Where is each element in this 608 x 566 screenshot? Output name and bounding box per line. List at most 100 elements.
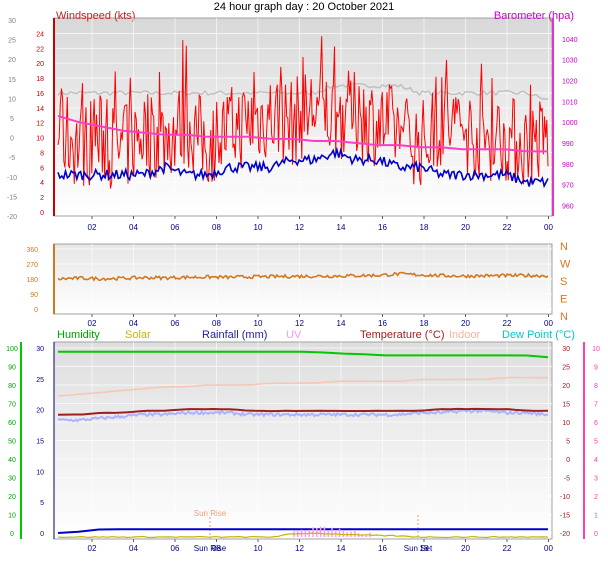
x-tick-label: 06 <box>171 544 180 553</box>
x-tick-label: 06 <box>171 319 180 328</box>
uv-tick-label: 10 <box>592 346 600 353</box>
x-tick-label: 20 <box>461 223 470 232</box>
sun-set-axis-label: Sun Set <box>404 544 433 553</box>
x-tick-label: 16 <box>378 223 387 232</box>
indoor-legend: Indoor <box>449 329 481 341</box>
temperature-tick-label: 0 <box>566 457 570 464</box>
compass-label: N <box>560 241 568 253</box>
humidity-tick-label: 60 <box>8 420 16 427</box>
x-tick-label: 04 <box>129 223 138 232</box>
humidity-legend: Humidity <box>57 329 100 341</box>
uv-tick-label: 1 <box>594 513 598 520</box>
temperature-tick-label: 10 <box>562 420 570 427</box>
solar-tick-label: 30 <box>36 346 44 353</box>
wind-direction-line <box>57 271 549 282</box>
sun-rise-axis-label: Sun Rise <box>194 544 227 553</box>
direction-tick-label: 90 <box>30 292 38 299</box>
direction-tick-label: 180 <box>26 277 38 284</box>
x-tick-label: 18 <box>420 319 429 328</box>
x-tick-label: 22 <box>503 223 512 232</box>
x-tick-label: 02 <box>88 544 97 553</box>
x-tick-label: 10 <box>254 223 263 232</box>
outer-tick-label: 5 <box>10 116 14 123</box>
temperature-tick-label: -20 <box>560 531 570 538</box>
solar-legend: Solar <box>125 329 151 341</box>
rainfall-legend: Rainfall (mm) <box>202 329 267 341</box>
barometer-legend: Barometer (hpa) <box>494 10 574 22</box>
compass-label: W <box>560 259 571 271</box>
x-tick-label: 04 <box>129 544 138 553</box>
x-tick-label: 00 <box>544 544 553 553</box>
windspeed-tick-label: 12 <box>36 121 44 128</box>
outer-tick-label: 30 <box>8 18 16 25</box>
dewpoint-legend: Dew Point (°C) <box>502 329 575 341</box>
humidity-line <box>58 350 549 359</box>
windspeed-tick-label: 6 <box>40 165 44 172</box>
temperature-line <box>57 407 549 416</box>
x-tick-label: 12 <box>295 223 304 232</box>
humidity-tick-label: 30 <box>8 476 16 483</box>
solar-tick-label: 0 <box>40 531 44 538</box>
barometer-line <box>57 115 548 153</box>
humidity-tick-label: 40 <box>8 457 16 464</box>
direction-tick-label: 0 <box>34 307 38 314</box>
temperature-tick-label: 5 <box>566 439 570 446</box>
humidity-tick-label: 20 <box>8 494 16 501</box>
x-tick-label: 14 <box>337 544 346 553</box>
x-tick-label: 12 <box>295 544 304 553</box>
compass-label: S <box>560 276 567 288</box>
outer-tick-label: 0 <box>10 136 14 143</box>
compass-label: N <box>560 311 568 323</box>
outer-tick-label: -10 <box>7 175 17 182</box>
x-tick-label: 02 <box>88 223 97 232</box>
x-tick-label: 14 <box>337 319 346 328</box>
average-wind-line <box>57 146 549 189</box>
temperature-tick-label: 30 <box>562 346 570 353</box>
humidity-tick-label: 10 <box>8 513 16 520</box>
outer-tick-label: 25 <box>8 38 16 45</box>
humidity-tick-label: 0 <box>10 531 14 538</box>
windspeed-tick-label: 8 <box>40 150 44 157</box>
sun-rise-label: Sun Rise <box>194 509 227 518</box>
dewpoint-line <box>57 408 549 423</box>
x-tick-label: 18 <box>420 544 429 553</box>
windspeed-line <box>57 36 549 189</box>
x-tick-label: 08 <box>212 319 221 328</box>
solar-line <box>57 532 549 539</box>
barometer-tick-label: 980 <box>562 162 574 169</box>
barometer-tick-label: 1020 <box>562 79 578 86</box>
uv-tick-label: 9 <box>594 365 598 372</box>
indoor-line <box>57 376 549 397</box>
uv-tick-label: 0 <box>594 531 598 538</box>
windspeed-tick-label: 10 <box>36 136 44 143</box>
windspeed-legend: Windspeed (kts) <box>56 10 135 22</box>
outer-tick-label: 10 <box>8 96 16 103</box>
uv-tick-label: 3 <box>594 476 598 483</box>
temperature-tick-label: -15 <box>560 513 570 520</box>
x-tick-label: 08 <box>212 223 221 232</box>
humidity-tick-label: 100 <box>6 346 18 353</box>
humidity-tick-label: 50 <box>8 439 16 446</box>
solar-tick-label: 20 <box>36 408 44 415</box>
direction-tick-label: 360 <box>26 247 38 254</box>
windspeed-tick-label: 4 <box>40 180 44 187</box>
temperature-tick-label: 20 <box>562 383 570 390</box>
humidity-tick-label: 70 <box>8 402 16 409</box>
solar-tick-label: 10 <box>36 469 44 476</box>
uv-tick-label: 5 <box>594 439 598 446</box>
windspeed-tick-label: 14 <box>36 106 44 113</box>
windspeed-tick-label: 24 <box>36 31 44 38</box>
x-tick-label: 00 <box>544 223 553 232</box>
x-tick-label: 04 <box>129 319 138 328</box>
direction-tick-label: 270 <box>26 262 38 269</box>
x-tick-label: 18 <box>420 223 429 232</box>
temperature-tick-label: 25 <box>562 365 570 372</box>
temperature-legend: Temperature (°C) <box>360 329 444 341</box>
outer-tick-label: -20 <box>7 214 17 221</box>
temperature-tick-label: 15 <box>562 402 570 409</box>
barometer-tick-label: 1040 <box>562 37 578 44</box>
solar-tick-label: 25 <box>36 377 44 384</box>
barometer-tick-label: 990 <box>562 141 574 148</box>
